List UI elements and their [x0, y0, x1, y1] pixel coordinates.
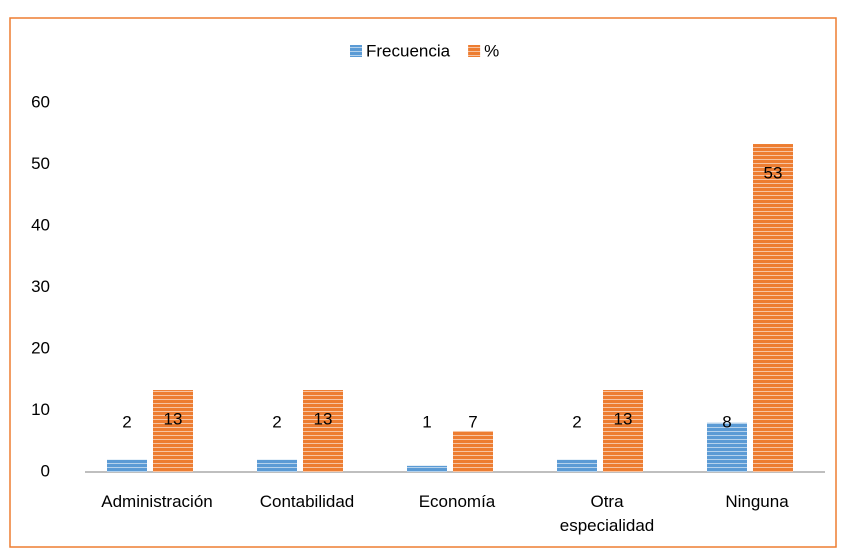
x-tick-label: Ninguna	[682, 490, 832, 514]
legend-swatch	[468, 45, 481, 57]
data-label: 13	[314, 410, 333, 429]
frame	[9, 17, 837, 548]
bar	[257, 459, 297, 472]
y-tick-label: 50	[31, 154, 50, 173]
x-tick-text: Contabilidad	[259, 492, 355, 511]
data-label: 7	[468, 412, 477, 431]
data-label: 2	[122, 412, 131, 431]
legend-swatch	[350, 45, 362, 57]
bar	[753, 144, 793, 472]
bar	[603, 390, 643, 472]
bar	[153, 390, 193, 472]
x-tick-text: Economía	[418, 492, 496, 511]
y-tick-label: 60	[31, 92, 50, 111]
x-tick-label: Administración	[82, 490, 232, 514]
data-label: 13	[164, 410, 183, 429]
y-tick-label: 20	[31, 338, 50, 357]
data-label: 53	[764, 164, 783, 183]
bar	[303, 390, 343, 472]
x-tick-label: Contabilidad	[232, 490, 382, 514]
y-tick-label: 40	[31, 215, 50, 234]
legend-label: %	[484, 41, 499, 60]
legend-label: Frecuencia	[366, 41, 451, 60]
data-label: 2	[572, 412, 581, 431]
y-tick-label: 0	[41, 461, 50, 480]
bar	[453, 430, 493, 472]
x-tick-text: Ninguna	[725, 492, 789, 511]
data-label: 8	[722, 412, 731, 431]
legend: Frecuencia%	[350, 41, 499, 60]
x-tick-text: Administración	[101, 492, 213, 511]
data-label: 13	[614, 410, 633, 429]
x-tick-label: Otra especialidad	[532, 490, 682, 538]
bar	[707, 422, 747, 472]
y-tick-label: 30	[31, 277, 50, 296]
x-tick-label: Economía	[382, 490, 532, 514]
data-label: 2	[272, 412, 281, 431]
data-label: 1	[422, 412, 431, 431]
bar	[407, 465, 447, 472]
x-tick-text: Otra especialidad	[559, 492, 655, 535]
bar	[557, 459, 597, 472]
bar	[107, 459, 147, 472]
y-tick-label: 10	[31, 400, 50, 419]
